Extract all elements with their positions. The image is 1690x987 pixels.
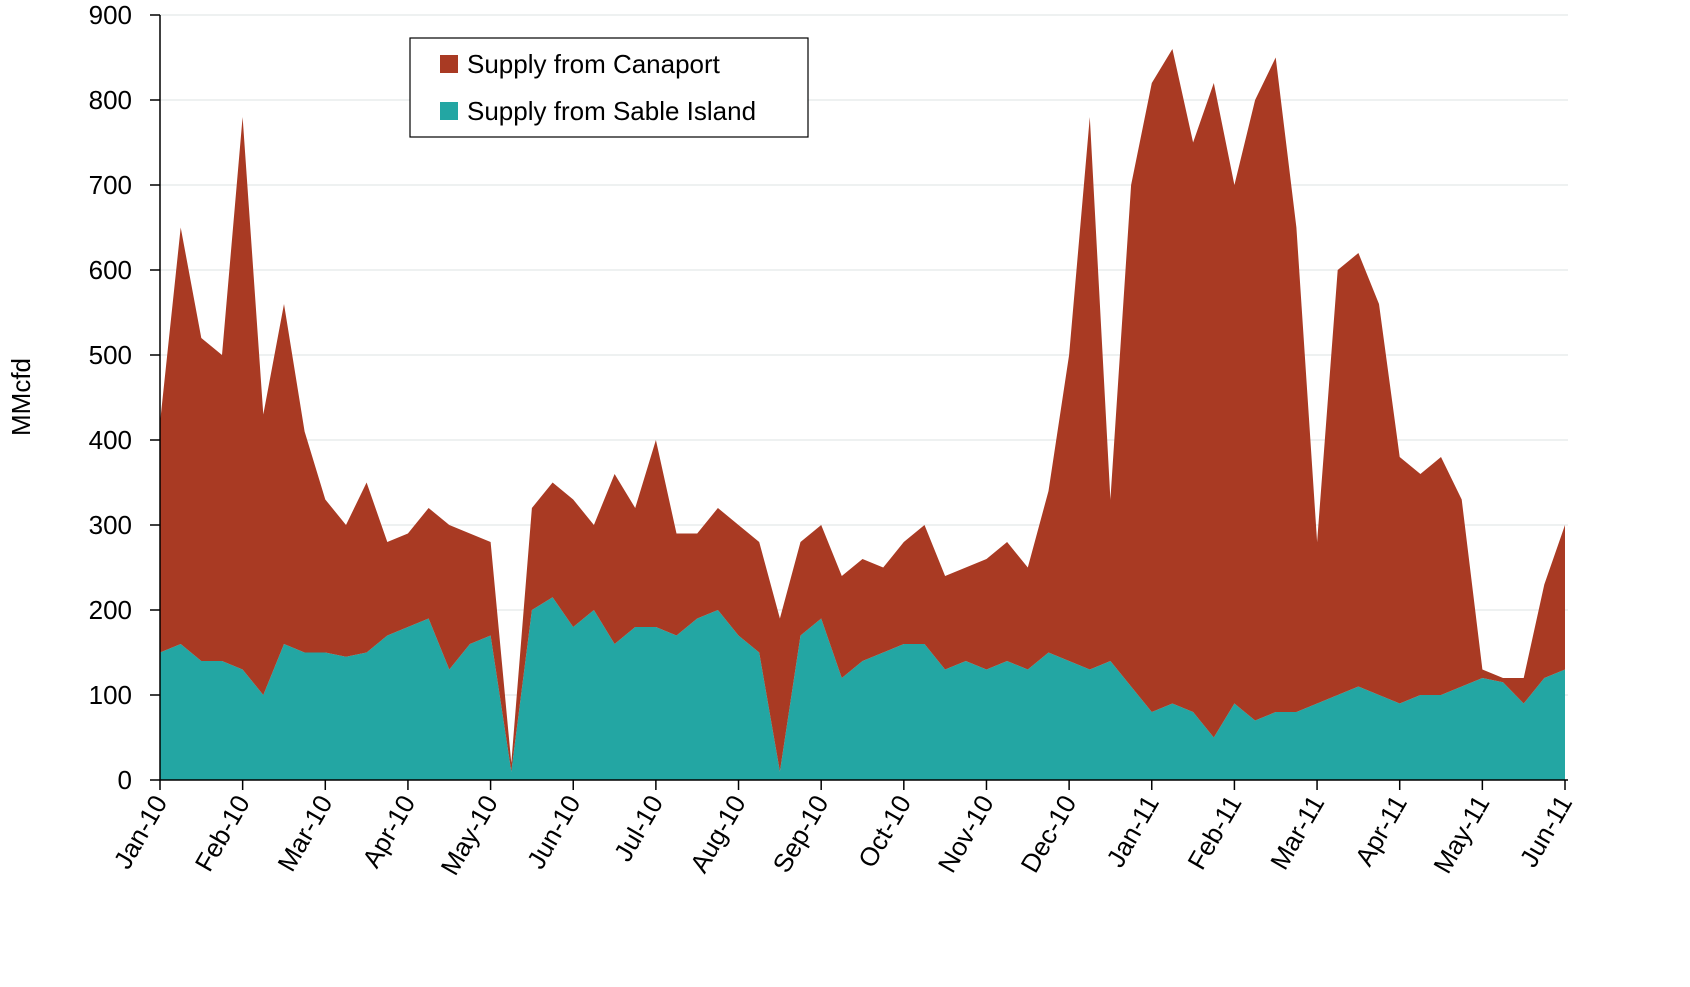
legend-swatch xyxy=(440,55,458,73)
y-tick-label: 100 xyxy=(89,680,132,710)
x-tick-label: Jan-10 xyxy=(107,790,173,874)
y-tick-label: 800 xyxy=(89,85,132,115)
legend-box xyxy=(409,37,809,138)
x-tick-label: Apr-10 xyxy=(356,790,421,873)
y-tick-label: 600 xyxy=(89,255,132,285)
x-tick-label: Sep-10 xyxy=(766,790,834,878)
x-tick-label: Feb-10 xyxy=(189,790,256,876)
y-tick-label: 700 xyxy=(89,170,132,200)
x-tick-label: Jul-10 xyxy=(608,790,669,866)
legend-label: Supply from Canaport xyxy=(467,49,721,79)
area xyxy=(160,597,1565,780)
x-tick-label: Dec-10 xyxy=(1014,790,1082,878)
x-tick-label: Jun-11 xyxy=(1513,790,1578,872)
x-tick-label: May-10 xyxy=(434,790,503,880)
x-tick-label: Nov-10 xyxy=(932,790,1000,878)
x-tick-label: May-11 xyxy=(1427,790,1495,878)
y-tick-label: 400 xyxy=(89,425,132,455)
area xyxy=(160,49,1565,772)
y-tick-label: 900 xyxy=(89,0,132,30)
x-tick-label: Jun-10 xyxy=(521,790,587,874)
y-tick-label: 500 xyxy=(89,340,132,370)
y-tick-label: 200 xyxy=(89,595,132,625)
x-tick-label: Apr-11 xyxy=(1349,790,1413,871)
x-tick-label: Jan-11 xyxy=(1100,790,1165,872)
y-tick-label: 300 xyxy=(89,510,132,540)
legend-swatch xyxy=(440,102,458,120)
legend-label: Supply from Sable Island xyxy=(467,96,756,126)
y-axis-label: MMcfd xyxy=(6,358,36,436)
x-tick-label: Aug-10 xyxy=(684,790,752,878)
x-tick-label: Oct-10 xyxy=(852,790,917,873)
x-tick-label: Mar-10 xyxy=(271,790,338,876)
x-tick-label: Mar-11 xyxy=(1264,790,1330,875)
y-tick-label: 0 xyxy=(118,765,132,795)
x-tick-label: Feb-11 xyxy=(1181,790,1247,875)
